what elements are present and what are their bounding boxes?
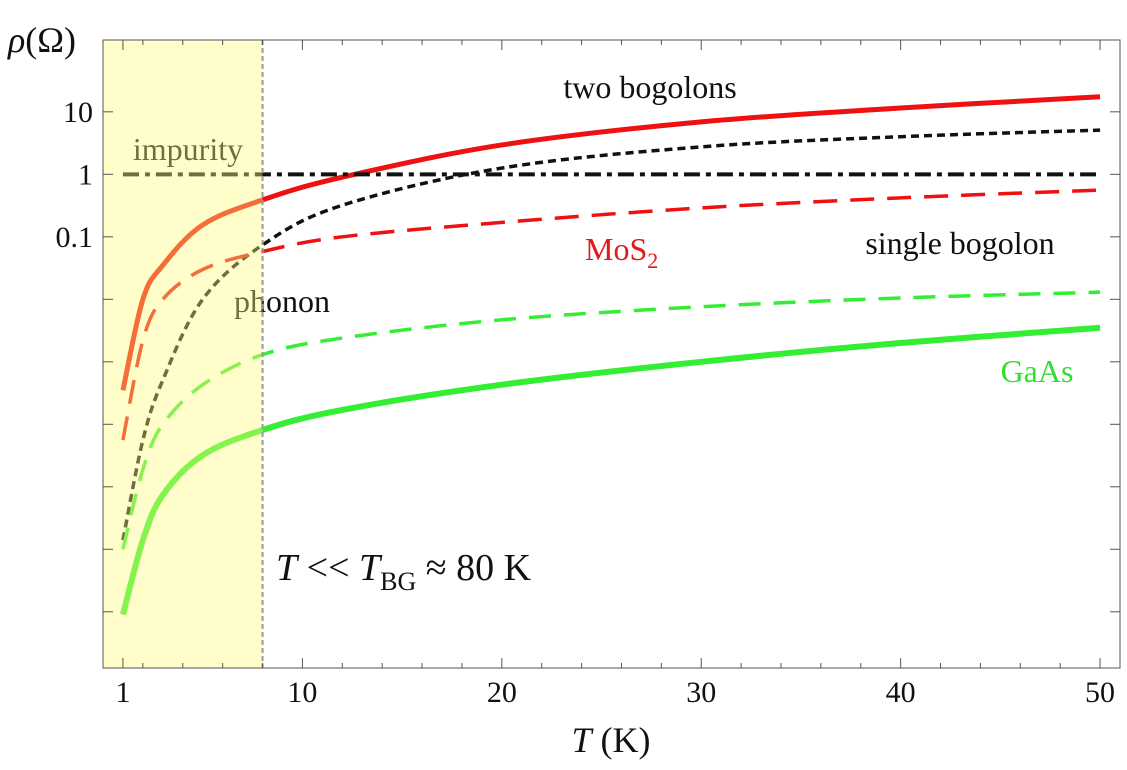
annotation: T << TBG ≈ 80 K [276,547,532,596]
annotation-sub: 2 [647,248,658,273]
series-line [121,128,1101,541]
series-line [120,324,1101,616]
y-tick-label: 0.1 [56,221,94,254]
annotation-part: ≈ 80 K [416,547,531,589]
annotation: single bogolon [865,225,1054,261]
annotation-part: T [359,547,383,589]
series-line [120,94,1101,391]
y-tick-label: 10 [63,96,93,129]
x-tick-label: 30 [686,676,716,709]
y-label-symbol: ρ [7,20,25,60]
annotation: phonon [234,283,330,319]
y-tick-label: 1 [78,158,93,191]
shaded-region [103,40,263,668]
x-label-unit: (K) [592,720,651,760]
annotation: GaAs [1001,353,1074,389]
x-tick-label: 50 [1085,676,1115,709]
series-line [121,290,1101,550]
plot-frame [102,39,1121,669]
series-line [121,188,1101,441]
x-tick-label: 10 [287,676,317,709]
y-axis-label: ρ(Ω) [7,20,76,60]
x-label-symbol: T [571,720,594,760]
x-tick-label: 40 [886,676,916,709]
x-tick-label: 20 [487,676,517,709]
annotation-sub: BG [380,567,416,596]
annotation-part: << [297,547,359,589]
annotation-part: T [276,547,300,589]
annotation: impurity [133,131,243,167]
x-tick-label: 1 [115,676,130,709]
y-label-unit: (Ω) [25,20,76,60]
annotation-main: MoS [585,231,647,267]
x-axis-label: T (K) [571,720,650,760]
annotation: MoS2 [585,231,658,273]
annotation: two bogolons [563,69,736,105]
